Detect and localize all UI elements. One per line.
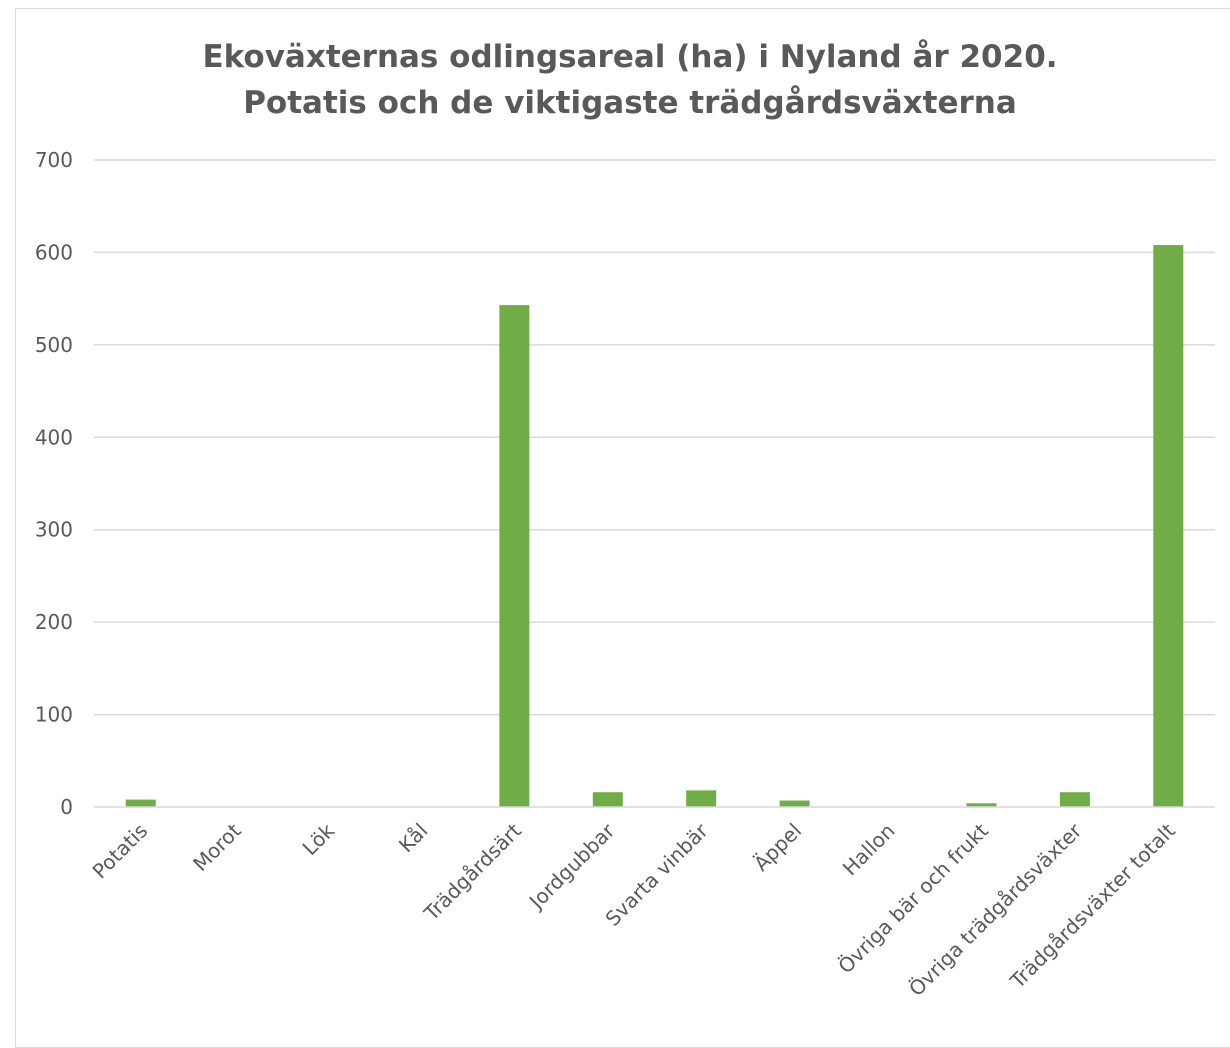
y-tick-label: 400	[35, 425, 73, 449]
x-tick-label: Övriga trädgårdsväxter	[904, 818, 1087, 1001]
chart-title-line-2: Potatis och de viktigaste trädgårdsväxte…	[243, 85, 1017, 121]
x-tick-label: Övriga bär och frukt	[833, 818, 993, 978]
x-tick-label: Lök	[298, 818, 340, 860]
chart-title: Ekoväxternas odlingsareal (ha) i Nyland …	[0, 34, 1230, 126]
x-tick-label: Kål	[394, 819, 433, 858]
x-tick-label: Trädgårdsväxter totalt	[1005, 818, 1180, 993]
x-tick-label: Jordgubbar	[523, 818, 620, 915]
x-tick-label: Äppel	[749, 819, 806, 876]
bar-10	[1059, 792, 1090, 807]
bar-11	[1153, 245, 1184, 807]
bar-9	[966, 803, 997, 807]
gridlines	[94, 159, 1215, 716]
x-tick-label: Potatis	[88, 819, 153, 884]
x-tick-label: Hallon	[838, 819, 900, 881]
y-tick-label: 500	[35, 333, 73, 357]
bar-4	[499, 305, 530, 807]
bars	[125, 245, 1184, 807]
chart-title-line-1: Ekoväxternas odlingsareal (ha) i Nyland …	[202, 39, 1058, 75]
y-tick-label: 700	[35, 148, 73, 172]
y-tick-label: 600	[35, 240, 73, 264]
y-tick-label: 300	[35, 518, 73, 542]
bar-0	[125, 799, 156, 807]
y-tick-label: 0	[60, 795, 73, 819]
bar-chart: 0 100 200 300 400 500 600 700 Potatis Morot Lök Kå…	[35, 148, 1215, 1001]
y-tick-label: 200	[35, 610, 73, 634]
y-axis-tick-labels: 0 100 200 300 400 500 600 700	[35, 148, 73, 819]
x-axis-tick-labels: Potatis Morot Lök KålTrädgårdsärtJordgubbar…	[88, 818, 1180, 1001]
x-tick-label: Morot	[188, 818, 246, 876]
bar-5	[592, 792, 623, 807]
bar-7	[779, 800, 810, 807]
bar-6	[686, 790, 717, 807]
y-tick-label: 100	[35, 703, 73, 727]
chart-frame	[15, 8, 1230, 1048]
x-tick-label: Trädgårdsärt	[419, 818, 526, 925]
